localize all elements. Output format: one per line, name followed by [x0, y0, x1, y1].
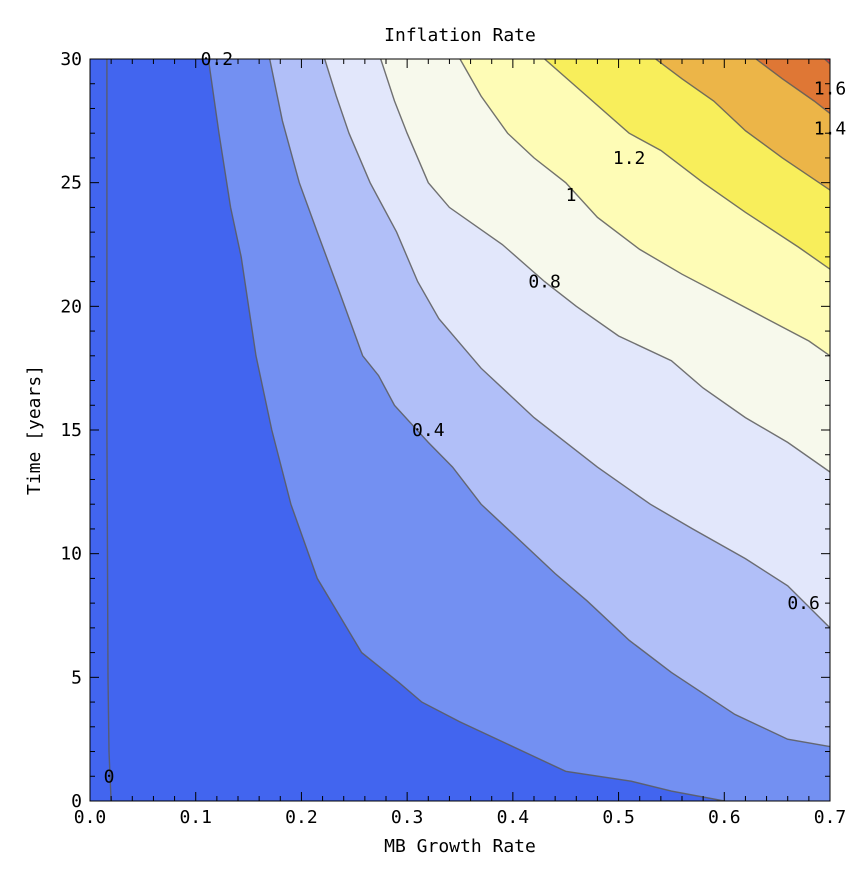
y-tick-label: 5 [71, 667, 82, 688]
contour-lines [106, 59, 830, 801]
x-axis: 0.0 0.1 0.2 0.3 0.4 0.5 0.6 0.7 [74, 59, 847, 828]
x-axis-label: MB Growth Rate [384, 836, 536, 857]
contour-line-0.8 [380, 59, 830, 473]
contour-line-1.2 [544, 59, 830, 270]
contour-label-0.8: 0.8 [528, 272, 561, 293]
y-tick-label: 30 [60, 49, 82, 70]
contour-line-0.4 [269, 59, 830, 748]
x-tick-label: 0.1 [179, 807, 212, 828]
y-axis-label: Time [years] [24, 365, 45, 495]
contour-line-0.2 [207, 59, 725, 801]
contour-line-0 [106, 59, 112, 801]
contour-label-0: 0 [104, 766, 115, 787]
y-tick-label: 15 [60, 420, 82, 441]
x-tick-label: 0.3 [391, 807, 424, 828]
contour-line-1.6 [755, 59, 830, 114]
y-tick-label: 10 [60, 544, 82, 565]
x-tick-label: 0.6 [708, 807, 741, 828]
contour-label-1: 1 [566, 185, 577, 206]
y-tick-label: 0 [71, 791, 82, 812]
contour-label-0.6: 0.6 [787, 593, 820, 614]
contour-fill-bands [90, 59, 830, 801]
band-above-1.4 [655, 59, 830, 191]
y-tick-label: 25 [60, 173, 82, 194]
x-tick-label: 0.5 [602, 807, 635, 828]
x-tick-label: 0.7 [814, 807, 847, 828]
contour-label-1.2: 1.2 [613, 148, 646, 169]
x-tick-label: 0.4 [497, 807, 530, 828]
contour-line-0.6 [324, 59, 830, 629]
x-tick-label: 0.2 [285, 807, 318, 828]
contour-line-1.4 [655, 59, 830, 191]
y-tick-label: 20 [60, 296, 82, 317]
contour-label-0.4: 0.4 [412, 420, 445, 441]
contour-line-1 [459, 59, 830, 357]
x-tick-label: 0.0 [74, 807, 107, 828]
contour-line-1.8 [824, 59, 830, 65]
chart-title: Inflation Rate [384, 25, 536, 46]
